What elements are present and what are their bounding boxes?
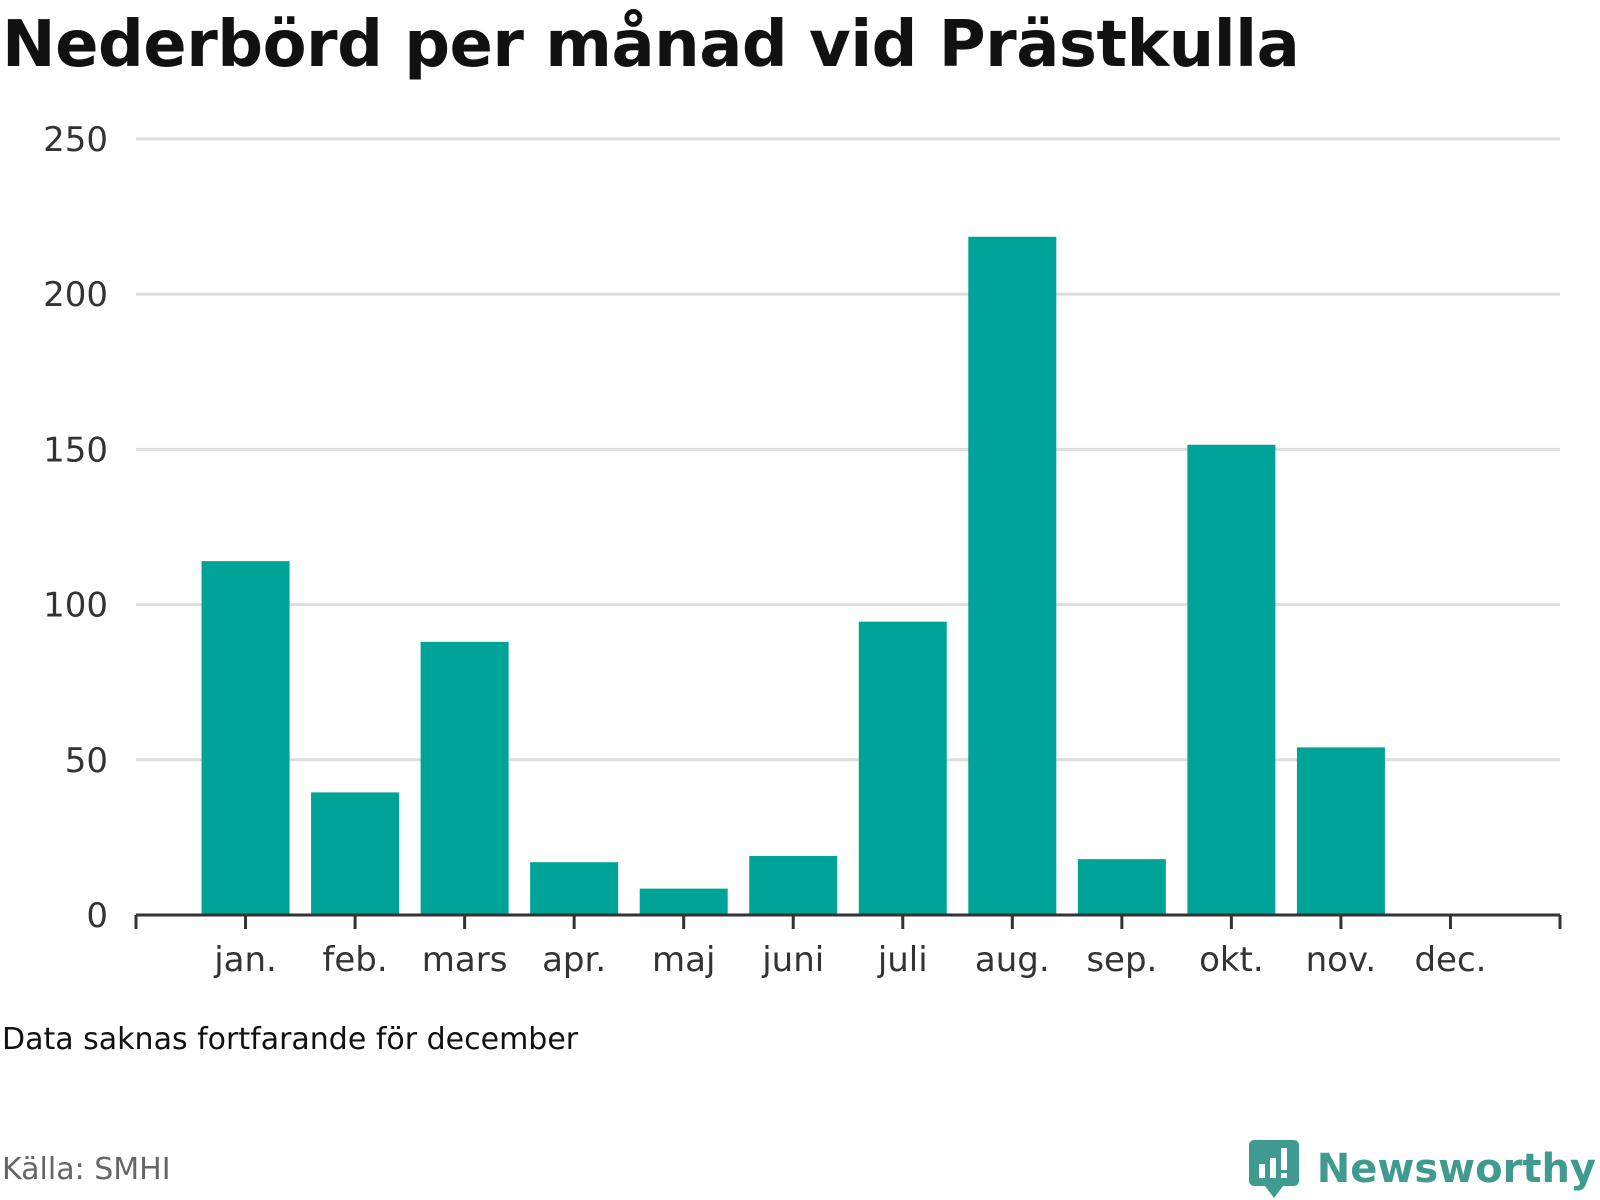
data-note: Data saknas fortfarande för december xyxy=(2,1022,579,1057)
y-tick-label: 250 xyxy=(43,120,108,160)
bar-3 xyxy=(420,641,509,915)
y-tick-label: 0 xyxy=(86,896,108,936)
x-tick-label: jan. xyxy=(213,940,277,980)
x-tick-label: mars xyxy=(422,940,508,980)
y-tick-label: 150 xyxy=(43,430,108,470)
x-tick-label: feb. xyxy=(322,940,387,980)
y-tick-label: 200 xyxy=(43,275,108,315)
bar-11 xyxy=(1296,747,1385,915)
bar-7 xyxy=(858,621,947,915)
x-tick-label: juni xyxy=(761,940,824,980)
x-tick-label: nov. xyxy=(1306,940,1377,980)
x-tick-label: apr. xyxy=(542,940,606,980)
y-tick-label: 50 xyxy=(65,741,108,781)
chart-title: Nederbörd per månad vid Prästkulla xyxy=(2,8,1300,82)
bar-1 xyxy=(201,561,290,915)
brand-logo: Newsworthy xyxy=(1248,1138,1596,1200)
bar-2 xyxy=(311,792,400,915)
y-tick-labels: 0 50 100 150 200 250 xyxy=(43,120,108,936)
bar-6 xyxy=(749,856,838,915)
bars xyxy=(201,236,1385,915)
brand-name: Newsworthy xyxy=(1316,1146,1596,1192)
source-label: Källa: SMHI xyxy=(2,1152,171,1187)
y-tick-label: 100 xyxy=(43,586,108,626)
bar-9 xyxy=(1077,859,1166,915)
x-tick-labels: jan. feb. mars apr. maj juni juli aug. sep. okt. n… xyxy=(213,940,1486,980)
x-axis xyxy=(134,913,1562,929)
bar-10 xyxy=(1187,444,1276,915)
x-tick-label: juli xyxy=(877,940,928,980)
newsworthy-logo-icon xyxy=(1248,1140,1299,1198)
gridlines xyxy=(136,137,1560,762)
x-tick-label: aug. xyxy=(975,940,1050,980)
x-tick-label: sep. xyxy=(1086,940,1157,980)
x-tick-label: dec. xyxy=(1414,940,1486,980)
x-tick-label: okt. xyxy=(1199,940,1264,980)
x-tick-label: maj xyxy=(652,940,715,980)
bar-4 xyxy=(530,862,619,915)
bar-5 xyxy=(639,888,728,915)
bar-8 xyxy=(968,236,1057,915)
